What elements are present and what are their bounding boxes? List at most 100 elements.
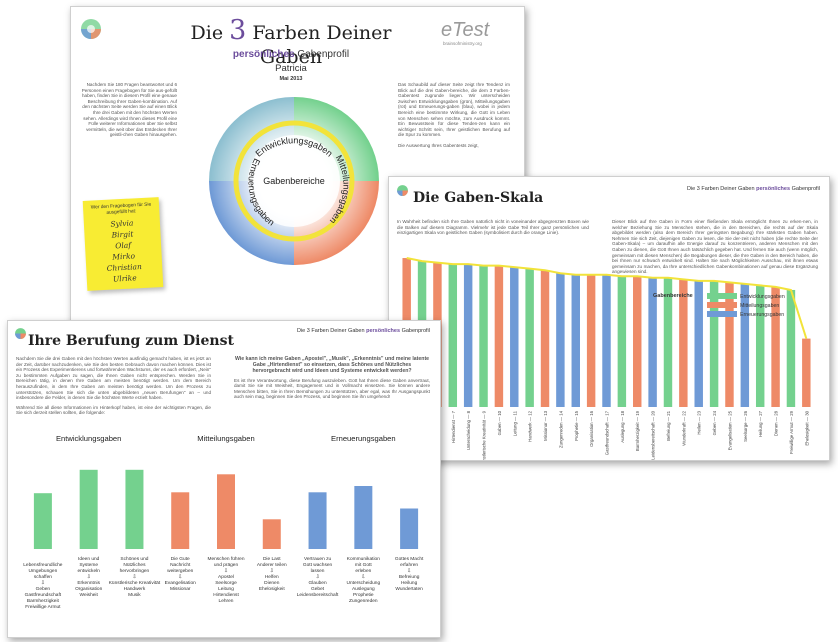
scale-bar-21 — [725, 282, 734, 407]
calling-label-8-1: erfahren — [400, 562, 418, 568]
scale-trend-line — [406, 257, 808, 339]
calling-gift-7-1: Auslegung — [352, 586, 375, 592]
profile-cover-page: Die 3 Farben Deiner Gaben persönliches G… — [70, 6, 525, 331]
scale-tick-label-13: Gastfreundschaft — 17 — [605, 410, 610, 455]
profile-date: Mai 2013 — [279, 76, 303, 82]
calling-gift-3-0: Evangelisation — [165, 580, 197, 586]
calling-gift-5-1: Dienen — [264, 580, 280, 586]
subtitle-rest: Gabenprofil — [297, 49, 350, 60]
scale-tick-label-23: Heilung — 27 — [758, 410, 763, 437]
calling-label-3-0: Die Gute — [171, 556, 190, 562]
calling-label-7-0: Kommunikation — [347, 556, 380, 562]
calling-gift-7-0: Unterscheidung — [347, 580, 381, 586]
down-arrow-icon: ⇩ — [270, 568, 274, 574]
scale-bar-12 — [586, 274, 596, 407]
brand-logo: eTest — [441, 19, 490, 41]
calling-label-3-2: weitergeben — [167, 568, 193, 574]
scale-bar-11 — [571, 274, 580, 407]
calling-gift-8-1: Heilung — [401, 580, 418, 586]
brand-url: brainsofministry.org — [443, 41, 482, 46]
calling-label-7-1: mit Gott — [355, 562, 372, 568]
wheel-center-label: Gabenbereiche — [263, 176, 325, 186]
intro-right-more: Die Auswertung Ihres Gabentests zeigt, — [398, 142, 479, 148]
header-pre: Die 3 Farben Deiner Gaben — [686, 186, 755, 192]
title-number: 3 — [229, 15, 247, 46]
sticky-name-list: Sylvia Birgit Olaf Mirko Christian Ulrike — [84, 216, 163, 286]
title-pre: Die — [190, 22, 224, 44]
scale-tick-label-3: Hirtendienst — 7 — [451, 410, 456, 443]
scale-tick-label-20: Geben — 24 — [712, 410, 717, 435]
scale-tick-label-18: Wunderkraft — 22 — [681, 410, 686, 445]
down-arrow-icon: ⇩ — [224, 568, 228, 574]
calling-gift-1-1: Organisation — [75, 586, 103, 592]
intro-right-text: Das Schaubild auf dieser Seite zeigt Ihr… — [398, 82, 510, 138]
person-name: Patricia — [275, 63, 307, 74]
calling-label-2-1: Nützliches — [123, 562, 146, 568]
scale-bar-22 — [740, 283, 750, 407]
scale-bar-4 — [463, 264, 473, 407]
scale-bar-6 — [494, 265, 504, 407]
scale-tick-label-12: Organisation — 16 — [589, 410, 594, 446]
calling-label-7-2: erleben — [355, 568, 371, 574]
down-arrow-icon: ⇩ — [132, 574, 136, 580]
scale-bar-7 — [510, 267, 519, 407]
calling-label-6-0: Vertrauen zu — [304, 556, 332, 562]
gift-logo-icon — [81, 19, 101, 39]
scale-tick-label-5: Künstlerische Kreativität — 9 — [482, 410, 487, 460]
calling-paragraph-2: Während Sie all diese Informationen im H… — [16, 404, 211, 416]
legend-label-2: Erneuerungsgaben — [740, 312, 784, 318]
calling-text-right: Wie kann ich meine Gaben „Apostel", „Mus… — [234, 356, 430, 400]
down-arrow-icon: ⇩ — [41, 580, 45, 586]
down-arrow-icon: ⇩ — [315, 574, 319, 580]
calling-gift-8-2: Wundertaten — [395, 586, 423, 592]
calling-gift-6-2: Leidensbereitschaft — [297, 592, 339, 598]
calling-gift-0-2: Barmherzigkeit — [27, 598, 60, 604]
scale-bar-20 — [709, 280, 719, 407]
scale-tick-label-25: Freiwillige Armut — 29 — [789, 410, 794, 454]
header-post: Gabenprofil — [401, 328, 430, 334]
scale-bar-9 — [540, 270, 550, 407]
calling-gift-2-1: Handwerk — [124, 586, 146, 592]
calling-label-1-2: entwickeln — [77, 568, 100, 574]
scale-tick-label-26: Ehelosigkeit — 30 — [804, 410, 809, 445]
scale-bar-17 — [663, 277, 673, 407]
calling-gift-8-0: Befreiung — [399, 574, 420, 580]
legend-title: Gabenbereiche — [653, 293, 693, 299]
calling-label-5-0: Die Last — [263, 556, 281, 562]
calling-gift-0-1: Gastfreundschaft — [25, 592, 62, 598]
legend-label-1: Mitteilungsgaben — [740, 303, 779, 309]
scale-tick-label-6: Gaben — 10 — [497, 410, 502, 435]
calling-gift-7-2: Prophetie — [353, 592, 374, 598]
calling-label-0-2: Umgebungen — [28, 568, 57, 574]
header-bold: persönliches — [756, 186, 791, 192]
calling-paragraph-1: Nachdem Sie die drei Gaben mit den höchs… — [16, 356, 211, 401]
calling-label-1-0: Ideen und — [78, 556, 100, 562]
calling-label-5-1: Anderer teilen — [257, 562, 287, 568]
scale-bar-23 — [755, 285, 765, 407]
wheel-yellow-ring — [233, 120, 355, 242]
calling-bar-8 — [400, 508, 419, 549]
scale-tick-label-9: Missionar — 13 — [543, 410, 548, 440]
scale-text-left: In Wahrheit befinden sich Ihre Gaben nat… — [397, 219, 589, 236]
sticky-header: Wer den Fragebogen für Sie ausgefüllt ha… — [90, 202, 152, 216]
calling-paragraph-3: Es ist Ihre Verantwortung, diese Berufun… — [234, 377, 430, 400]
calling-bar-5 — [262, 519, 281, 549]
gift-logo-icon — [397, 185, 408, 196]
calling-label-0-3: schaffen — [34, 574, 52, 580]
calling-gift-2-2: Musik — [128, 592, 141, 598]
group-heading-2: Erneuerungsgaben — [331, 434, 396, 443]
scale-bar-19 — [694, 280, 703, 407]
sticky-note: Wer den Fragebogen für Sie ausgefüllt ha… — [82, 197, 164, 291]
calling-text-left: Nachdem Sie die drei Gaben mit den höchs… — [16, 356, 211, 416]
scale-tick-label-15: Barmherzigkeit — 19 — [635, 410, 640, 451]
down-arrow-icon: ⇩ — [361, 574, 365, 580]
calling-bar-2 — [125, 469, 144, 549]
calling-gift-0-0: Geben — [36, 586, 51, 592]
page-header: Die 3 Farben Deiner Gaben persönliches G… — [297, 328, 430, 334]
calling-gift-4-0: Apostel — [218, 574, 234, 580]
group-heading-0: Entwicklungsgaben — [56, 434, 121, 443]
calling-question: Wie kann ich meine Gaben „Apostel", „Mus… — [234, 356, 430, 375]
legend-swatch-1 — [707, 302, 737, 308]
scale-tick-label-14: Auslegung — 18 — [620, 410, 625, 442]
calling-gift-3-1: Missionar — [170, 586, 191, 592]
